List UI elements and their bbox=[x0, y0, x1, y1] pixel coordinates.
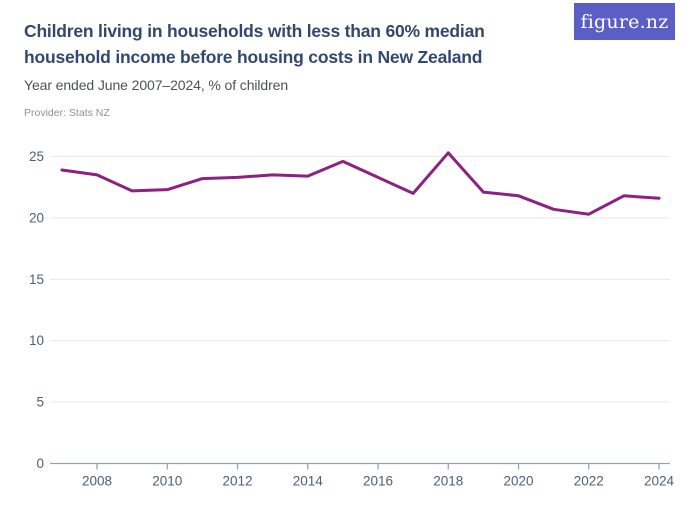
x-axis-tick-label: 2024 bbox=[644, 474, 675, 489]
y-axis-tick-label: 25 bbox=[29, 149, 44, 164]
data-line-children-poverty bbox=[60, 151, 661, 216]
figurenz-logo[interactable]: figure.nz bbox=[574, 3, 675, 40]
x-axis-tick-label: 2020 bbox=[504, 474, 534, 489]
y-axis-tick-label: 20 bbox=[29, 210, 44, 225]
y-axis-tick-label: 0 bbox=[36, 456, 44, 471]
x-axis-tick-label: 2012 bbox=[223, 474, 253, 489]
x-axis-tick-label: 2018 bbox=[433, 474, 463, 489]
chart-title-line-1: Children living in households with less … bbox=[24, 21, 485, 41]
chart-header: Children living in households with less … bbox=[24, 18, 544, 119]
chart-title-line-2: household income before housing costs in… bbox=[24, 47, 483, 67]
x-axis-tick-label: 2014 bbox=[293, 474, 324, 489]
chart-title: Children living in households with less … bbox=[24, 18, 544, 70]
x-axis-tick-label: 2016 bbox=[363, 474, 393, 489]
y-axis-tick-label: 5 bbox=[36, 395, 44, 410]
y-axis-tick-label: 10 bbox=[29, 333, 44, 348]
x-axis-tick-label: 2010 bbox=[152, 474, 182, 489]
x-axis-tick-label: 2022 bbox=[574, 474, 604, 489]
x-axis-tick-label: 2008 bbox=[82, 474, 112, 489]
chart-subtitle: Year ended June 2007–2024, % of children bbox=[24, 77, 289, 93]
provider-label: Provider: Stats NZ bbox=[24, 107, 110, 119]
y-axis-tick-label: 15 bbox=[29, 272, 44, 287]
figurenz-logo-text: figure.nz bbox=[580, 10, 669, 33]
